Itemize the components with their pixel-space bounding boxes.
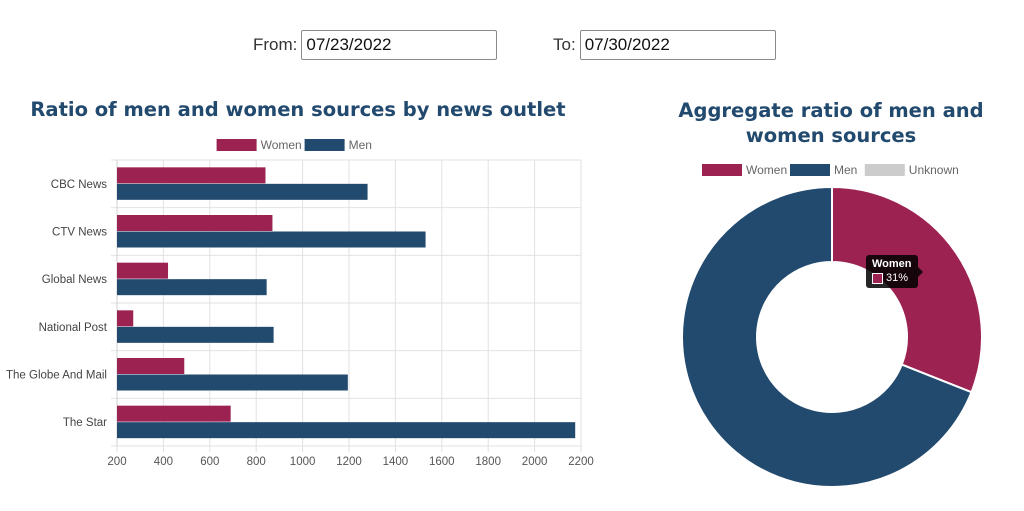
from-date-group: From:: [253, 30, 498, 60]
bar-men: [117, 231, 426, 248]
bar-chart-title: Ratio of men and women sources by news o…: [30, 98, 566, 121]
x-tick-label: 1200: [336, 456, 362, 468]
tooltip-value: 31%: [886, 272, 909, 284]
tooltip-title: Women: [872, 258, 912, 270]
x-tick-label: 2200: [568, 456, 594, 468]
from-date-input[interactable]: [301, 30, 498, 60]
category-label: The Globe And Mail: [6, 370, 107, 382]
slice-men: [681, 185, 973, 488]
bar-legend-label-women: Women: [261, 138, 302, 152]
bar-men: [117, 183, 368, 200]
pie-legend-label-unknown: Unknown: [909, 163, 959, 177]
x-tick-label: 1800: [475, 456, 501, 468]
date-filter-row: From: To:: [0, 30, 1024, 62]
category-label: The Star: [63, 417, 107, 429]
from-label: From:: [253, 35, 298, 54]
to-date-input[interactable]: [579, 30, 776, 60]
pie-legend-swatch-men: [790, 164, 830, 176]
bar-women: [117, 310, 134, 327]
category-label: National Post: [39, 322, 108, 334]
bar-men: [117, 422, 576, 439]
bar-women: [117, 358, 185, 374]
slice-women: [831, 185, 983, 394]
pie-legend-swatch-women: [702, 164, 742, 176]
tooltip-body: 31%: [872, 272, 912, 284]
bar-men: [117, 326, 274, 343]
tooltip-swatch: [872, 272, 883, 284]
chart-tooltip: Women 31%: [866, 255, 923, 288]
bar-chart: Women Men 200 400 600 800 1000 1200 1400 1600 1800…: [6, 138, 594, 468]
x-tick-label: 1000: [290, 456, 316, 468]
category-label: CTV News: [52, 227, 107, 239]
x-tick-label: 200: [107, 456, 126, 468]
to-label: To:: [553, 35, 576, 54]
bar-legend-swatch-men: [304, 139, 345, 151]
bar-women: [117, 167, 266, 184]
doughnut-chart: Women Men Unknown: [681, 163, 983, 488]
bar-men: [117, 279, 267, 296]
x-tick-label: 1400: [383, 456, 409, 468]
x-tick-label: 400: [154, 456, 173, 468]
bar-legend-swatch-women: [216, 139, 257, 151]
x-tick-label: 1600: [429, 456, 455, 468]
pie-legend-label-men: Men: [834, 163, 857, 177]
x-tick-label: 800: [247, 456, 266, 468]
pie-chart-title: Aggregate ratio of men and women sources: [678, 99, 984, 147]
bar-men: [117, 374, 348, 391]
pie-legend-label-women: Women: [746, 163, 787, 177]
bar-women: [117, 215, 273, 231]
x-tick-label: 600: [200, 456, 219, 468]
pie-legend-swatch-unknown: [864, 164, 905, 176]
bar-women: [117, 405, 231, 422]
bar-women: [117, 262, 169, 279]
x-tick-label: 2000: [522, 456, 548, 468]
bar-legend-label-men: Men: [349, 138, 372, 152]
category-label: Global News: [42, 274, 107, 286]
category-label: CBC News: [51, 179, 107, 191]
to-date-group: To:: [553, 30, 776, 60]
